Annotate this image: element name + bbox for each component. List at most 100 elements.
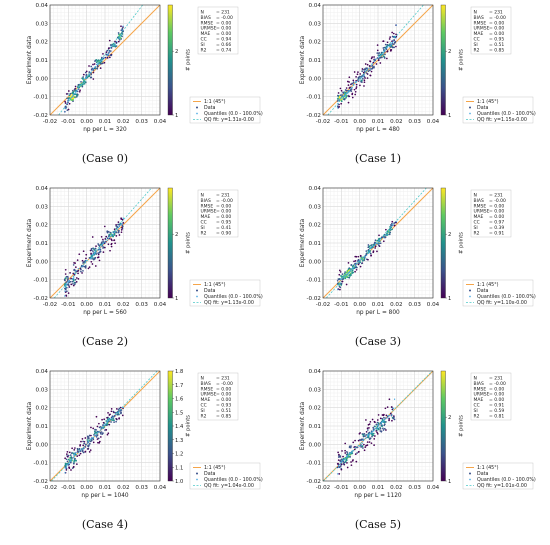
data-point — [372, 243, 375, 246]
data-point — [82, 451, 85, 454]
quantile-marker — [350, 269, 352, 272]
data-point — [362, 434, 365, 436]
data-point — [383, 427, 386, 430]
quantile-marker — [64, 467, 67, 469]
data-point — [340, 275, 342, 277]
quantile-marker — [83, 78, 85, 80]
colorbar-tick-label: 1 — [448, 479, 451, 485]
data-point — [368, 441, 371, 443]
data-point — [64, 287, 66, 290]
data-point — [66, 283, 69, 286]
quantile-marker — [343, 458, 346, 460]
data-point — [88, 256, 91, 259]
quantile-marker — [378, 239, 380, 241]
data-point — [349, 268, 352, 270]
colorbar-label: # points — [459, 49, 465, 71]
data-point — [353, 448, 356, 451]
data-point — [99, 61, 102, 64]
quantile-marker — [362, 439, 364, 442]
quantile-marker — [383, 50, 386, 52]
data-point — [96, 66, 99, 68]
quantile-marker — [92, 437, 94, 439]
data-point — [106, 231, 109, 234]
data-point — [65, 93, 68, 95]
data-point — [338, 284, 341, 286]
data-point — [376, 431, 378, 434]
data-point — [358, 450, 360, 453]
quantile-marker — [74, 271, 77, 273]
quantile-marker — [338, 99, 340, 101]
data-point — [337, 462, 339, 465]
quantile-marker — [337, 288, 339, 291]
data-point — [345, 97, 347, 99]
data-point — [89, 442, 91, 445]
data-point — [354, 453, 357, 455]
quantile-marker — [79, 84, 81, 87]
data-point — [351, 96, 354, 99]
data-point — [372, 251, 375, 254]
legend-label: QQ fit: y=1.31x-0.00 — [204, 117, 254, 123]
quantile-marker — [118, 411, 120, 413]
data-point — [98, 259, 101, 262]
data-point — [391, 40, 393, 43]
data-point — [338, 456, 340, 458]
data-point — [74, 453, 77, 456]
data-point — [87, 448, 89, 450]
quantile-marker — [363, 73, 365, 75]
data-point — [100, 62, 103, 65]
colorbar — [167, 370, 173, 482]
quantile-marker — [116, 229, 119, 231]
y-tick-label: -0.02 — [307, 113, 321, 119]
data-point — [73, 449, 76, 451]
quantile-marker — [376, 426, 379, 429]
stats-value: = -0.00 — [216, 15, 233, 21]
data-point — [118, 234, 121, 236]
quantile-marker — [82, 448, 84, 450]
data-point — [117, 231, 120, 234]
y-axis-label: Experiment data — [300, 401, 306, 450]
data-point — [72, 279, 75, 282]
quantile-marker — [117, 227, 119, 229]
quantile-marker — [386, 234, 388, 236]
data-point — [366, 77, 369, 79]
quantile-marker — [65, 284, 67, 286]
quantile-marker — [373, 429, 375, 431]
data-point — [386, 57, 388, 60]
x-tick-label: 0.01 — [372, 119, 385, 125]
quantile-marker — [369, 433, 371, 435]
data-point — [83, 265, 86, 268]
stats-key: URMSE — [474, 392, 490, 398]
data-point — [98, 440, 101, 443]
data-point — [90, 255, 93, 257]
data-point — [82, 76, 85, 78]
data-point — [117, 221, 120, 223]
quantile-marker — [114, 43, 116, 46]
data-point — [361, 445, 364, 448]
data-point — [110, 419, 113, 421]
colorbar-tick-label: 2 — [175, 49, 178, 55]
quantile-marker — [67, 100, 69, 102]
data-point — [362, 71, 365, 74]
legend-label: Data — [477, 105, 489, 111]
data-point — [82, 73, 85, 76]
y-tick-label: 0.04 — [309, 3, 322, 9]
data-point — [121, 27, 124, 30]
quantile-marker — [346, 274, 348, 276]
stats-value: = 0.00 — [489, 203, 504, 209]
quantile-marker — [355, 262, 358, 264]
quantile-marker — [65, 284, 67, 287]
data-point — [87, 445, 90, 448]
data-point — [68, 286, 71, 288]
quantile-marker — [354, 265, 356, 267]
x-tick-label: 0.00 — [80, 485, 93, 491]
data-point — [76, 463, 78, 465]
quantile-marker — [373, 60, 375, 62]
colorbar-tick-label: 1.8 — [175, 369, 183, 375]
quantile-marker — [378, 56, 380, 58]
data-point — [97, 59, 100, 61]
data-point — [337, 451, 339, 454]
stats-key: URMSE — [474, 26, 490, 32]
y-axis-label: Experiment data — [300, 35, 306, 84]
data-point — [91, 236, 94, 238]
data-point — [355, 87, 357, 90]
